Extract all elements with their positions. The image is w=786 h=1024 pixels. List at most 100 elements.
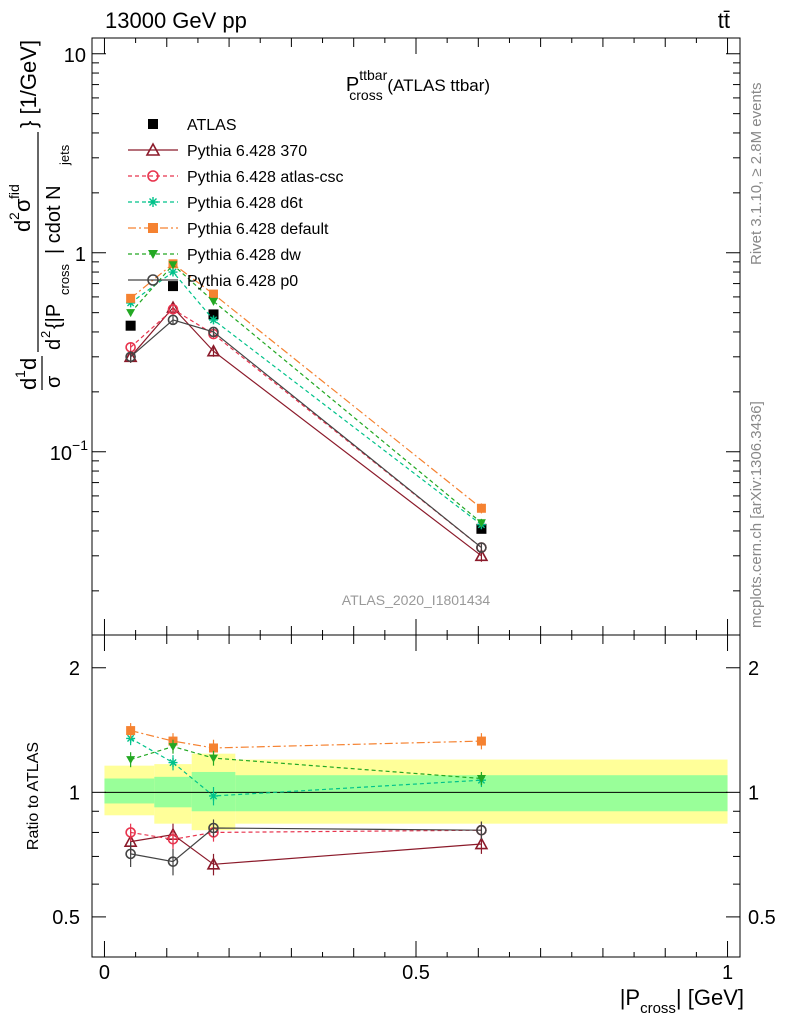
- ratio-point: [476, 824, 487, 836]
- main-y-tick-label: 1: [75, 244, 86, 266]
- ratio-y-tick-label-right: 1: [748, 782, 759, 804]
- series-atlas: [125, 281, 487, 534]
- main-y-axis-label: d 1 d σ d 2 σ fid d 2 {|P cross | cdot N…: [6, 40, 72, 390]
- legend-marker: [147, 274, 159, 286]
- ratio-series-line: [130, 834, 482, 865]
- legend-label: Pythia 6.428 default: [187, 221, 329, 238]
- legend-label: Pythia 6.428 p0: [187, 273, 298, 290]
- ratio-point: [206, 857, 221, 870]
- series-point: [208, 309, 219, 320]
- series-pythia-6-428-370: [123, 300, 489, 562]
- ylabel-tail: } [1/GeV]: [16, 40, 41, 128]
- legend-label: ATLAS: [187, 117, 237, 134]
- legend-entry: Pythia 6.428 p0: [128, 273, 298, 290]
- ratio-y-axis-label: Ratio to ATLAS: [25, 742, 42, 850]
- ratio-band-inner: [104, 778, 155, 804]
- ylabel-den-open: {|P: [43, 304, 65, 329]
- series-point: [209, 297, 218, 306]
- ratio-point: [126, 756, 136, 765]
- title-rest: (ATLAS ttbar): [383, 76, 490, 95]
- ylabel-den-sub2: jets: [57, 144, 72, 166]
- ylabel-num: d: [10, 220, 35, 232]
- x-axis-label: |Pcross| [GeV]: [620, 985, 744, 1017]
- ratio-panel-series: [123, 723, 489, 876]
- title-sup: ttbar: [359, 67, 387, 83]
- series-pythia-6-428-atlas-csc: [125, 303, 487, 553]
- ratio-series-pythia-6-428-dw: [126, 739, 486, 786]
- ratio-point: [168, 743, 178, 752]
- series-point: [476, 503, 486, 513]
- series-point: [209, 289, 218, 299]
- x-tick-label: 0.5: [402, 962, 430, 984]
- side-label-rivet: Rivet 3.1.10, ≥ 2.8M events: [748, 83, 765, 266]
- series-pythia-6-428-p0: [125, 314, 487, 553]
- ylabel-den-d: d: [43, 339, 65, 350]
- chart-title: Pttbar cross (ATLAS ttbar): [346, 67, 490, 103]
- series-point: [126, 309, 136, 318]
- ratio-series-pythia-6-428-atlas-csc: [125, 821, 487, 849]
- ratio-series-line: [130, 827, 482, 863]
- ratio-point: [167, 834, 179, 845]
- main-y-tick-label: 10: [64, 45, 86, 67]
- ratio-series-line: [130, 737, 482, 797]
- ratio-y-tick-label-right: 2: [748, 658, 759, 680]
- series-line: [130, 308, 482, 549]
- ratio-series-line: [130, 730, 482, 749]
- legend-label: Pythia 6.428 dw: [187, 247, 301, 264]
- ratio-point: [209, 743, 218, 753]
- ylabel-den-mid: | cdot N: [43, 185, 65, 254]
- legend-entry: Pythia 6.428 370: [128, 142, 307, 160]
- ratio-series-pythia-6-428-p0: [125, 819, 487, 876]
- legend-entry: Pythia 6.428 atlas-csc: [128, 169, 344, 186]
- legend-label: Pythia 6.428 atlas-csc: [187, 169, 344, 186]
- main-panel-axis: 10−1 1 10: [50, 38, 740, 635]
- header-final-state: tt̄: [718, 8, 730, 33]
- ratio-point: [209, 791, 218, 801]
- ratio-y-tick-label: 2: [69, 658, 80, 680]
- series-point: [206, 344, 221, 357]
- ratio-series-line: [130, 745, 482, 780]
- analysis-watermark: ATLAS_2020_I1801434: [342, 592, 491, 608]
- ylabel-den-sup: 2: [38, 331, 53, 338]
- legend-marker: [148, 119, 158, 129]
- ratio-series-pythia-6-428-default: [126, 723, 486, 757]
- series-point: [208, 326, 219, 338]
- ylabel-frac1-rest: d: [16, 358, 41, 370]
- ylabel-num-sup: 2: [6, 212, 22, 220]
- series-line: [130, 271, 482, 526]
- x-tick-label: 0: [99, 962, 110, 984]
- main-panel-series: [123, 259, 489, 562]
- series-point: [168, 281, 178, 292]
- series-point: [126, 293, 136, 303]
- legend-marker: [148, 223, 158, 233]
- ratio-point: [125, 827, 136, 838]
- ylabel-frac1-den: σ: [43, 375, 65, 388]
- ratio-series-line: [130, 829, 482, 840]
- series-point: [474, 548, 489, 562]
- ratio-panel-axis: 0.5 0.5 1 1 2 2 0 0.5 1: [52, 635, 776, 984]
- ylabel-num-sigma: σ: [10, 198, 35, 212]
- ratio-point: [474, 836, 489, 850]
- side-label-mcplots: mcplots.cern.ch [arXiv:1306.3436]: [748, 401, 765, 628]
- xlabel-sub: cross: [640, 1000, 676, 1017]
- series-point: [168, 267, 178, 277]
- series-pythia-6-428-dw: [126, 261, 486, 528]
- x-tick-label: 1: [722, 962, 733, 984]
- legend-marker: [147, 170, 159, 182]
- series-line: [130, 319, 482, 549]
- ylabel-den-sub: cross: [57, 263, 72, 295]
- legend-entry: ATLAS: [148, 117, 237, 134]
- series-point: [168, 261, 178, 270]
- legend-marker: [145, 142, 161, 156]
- main-y-tick-label: 10−1: [50, 437, 88, 465]
- ylabel-frac1-num: d: [16, 378, 41, 390]
- series-point: [125, 351, 136, 363]
- ratio-y-tick-label: 0.5: [52, 907, 80, 929]
- legend-entry: Pythia 6.428 default: [128, 221, 329, 238]
- ratio-point: [126, 726, 136, 736]
- ratio-point: [209, 754, 218, 763]
- series-line: [130, 306, 482, 557]
- series-point: [167, 303, 179, 315]
- xlabel-open: |P: [620, 985, 640, 1010]
